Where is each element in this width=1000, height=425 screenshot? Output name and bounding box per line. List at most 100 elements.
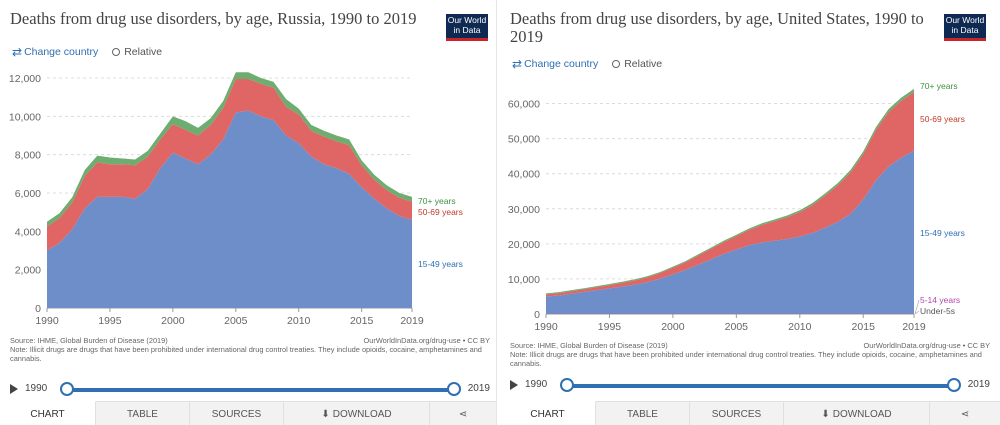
x-tick-label: 1995: [98, 315, 122, 327]
chart-panel-united-states: Deaths from drug use disorders, by age, …: [500, 0, 1000, 425]
area-50-69-years[interactable]: [47, 78, 412, 251]
area-chart-united-states: 0 10,000 20,000 30,000 40,000 50,000 60,000 199…: [508, 81, 965, 333]
series-label: 5-14 years: [920, 295, 960, 305]
download-label: DOWNLOAD: [332, 408, 392, 420]
source-link[interactable]: OurWorldInData.org/drug-use • CC BY: [863, 341, 991, 350]
y-tick-label: 60,000: [508, 99, 540, 111]
y-tick-label: 8,000: [15, 150, 41, 162]
series-label: 15-49 years: [920, 228, 965, 238]
tab-download[interactable]: ⬇ DOWNLOAD: [284, 402, 430, 425]
share-button[interactable]: ⋖: [930, 402, 1000, 425]
label-leader-line: [914, 310, 920, 315]
chart-controls: ⇄ Change country Relative: [512, 57, 662, 71]
radio-circle-icon[interactable]: [112, 48, 121, 56]
share-button[interactable]: ⋖: [430, 402, 496, 425]
tab-sources[interactable]: SOURCES: [690, 402, 784, 425]
label-leader-line: [914, 299, 920, 314]
x-tick-label: 2005: [725, 321, 749, 333]
change-country-button[interactable]: ⇄ Change country: [512, 57, 598, 71]
swap-arrows-icon: ⇄: [512, 57, 523, 71]
chart-title: Deaths from drug use disorders, by age, …: [510, 9, 924, 47]
relative-label: Relative: [624, 58, 663, 70]
tab-chart[interactable]: CHART: [500, 401, 596, 425]
source-text: Source: IHME, Global Burden of Disease (…: [510, 341, 668, 350]
timeline: 1990 2019: [510, 378, 992, 394]
relative-label: Relative: [124, 46, 163, 58]
share-icon: ⋖: [960, 408, 970, 420]
download-icon: ⬇: [321, 408, 330, 420]
x-tick-label: 1995: [598, 321, 622, 333]
tab-table[interactable]: TABLE: [596, 402, 690, 425]
x-tick-label: 2015: [852, 321, 876, 333]
y-tick-label: 6,000: [15, 188, 41, 200]
x-tick-label: 2019: [902, 321, 926, 333]
timeline-track[interactable]: [68, 388, 460, 392]
y-tick-label: 40,000: [508, 169, 540, 181]
area-chart-russia: 0 2,000 4,000 6,000 8,000 10,000 12,000 1990 199…: [9, 72, 463, 327]
series-label: 70+ years: [920, 81, 958, 91]
y-tick-label: 0: [534, 309, 540, 321]
play-icon[interactable]: [510, 380, 518, 390]
owid-logo[interactable]: Our World in Data: [944, 14, 986, 41]
note-text: Note: Illicit drugs are drugs that have …: [510, 350, 982, 369]
logo-line-1: Our World: [945, 15, 985, 25]
logo-line-2: in Data: [453, 24, 481, 35]
source-note: Source: IHME, Global Burden of Disease (…: [510, 341, 990, 368]
y-tick-label: 10,000: [508, 274, 540, 286]
download-icon: ⬇: [821, 408, 830, 420]
timeline-start-handle[interactable]: [60, 382, 74, 396]
y-tick-label: 20,000: [508, 239, 540, 251]
x-tick-label: 2005: [224, 315, 248, 327]
y-tick-label: 12,000: [9, 73, 41, 85]
y-tick-label: 10,000: [9, 111, 41, 123]
tab-sources[interactable]: SOURCES: [190, 402, 284, 425]
chart-controls: ⇄ Change country Relative: [12, 45, 162, 59]
change-country-label: Change country: [24, 46, 99, 58]
timeline-end-label: 2019: [467, 383, 490, 394]
y-tick-label: 0: [35, 303, 41, 315]
x-tick-label: 2010: [287, 315, 311, 327]
tab-download[interactable]: ⬇ DOWNLOAD: [784, 402, 930, 425]
timeline-start-label: 1990: [525, 379, 548, 390]
series-label: 15-49 years: [418, 259, 463, 269]
series-label: 70+ years: [418, 196, 456, 206]
timeline-end-handle[interactable]: [947, 378, 961, 392]
x-tick-label: 2015: [350, 315, 374, 327]
tab-bar: CHART TABLE SOURCES ⬇ DOWNLOAD ⋖: [500, 401, 1000, 425]
area-15-49-years[interactable]: [546, 150, 914, 314]
tab-bar: CHART TABLE SOURCES ⬇ DOWNLOAD ⋖: [0, 401, 496, 425]
relative-toggle[interactable]: Relative: [612, 58, 662, 70]
swap-arrows-icon: ⇄: [12, 45, 23, 59]
y-tick-label: 30,000: [508, 204, 540, 216]
area-15-49-years[interactable]: [47, 110, 412, 308]
logo-line-2: in Data: [951, 24, 979, 35]
share-icon: ⋖: [458, 408, 468, 420]
x-tick-label: 2010: [788, 321, 812, 333]
y-tick-label: 2,000: [15, 265, 41, 277]
timeline-track[interactable]: [568, 384, 960, 388]
timeline-end-handle[interactable]: [447, 382, 461, 396]
relative-toggle[interactable]: Relative: [112, 46, 162, 58]
logo-line-1: Our World: [447, 15, 487, 25]
source-link[interactable]: OurWorldInData.org/drug-use • CC BY: [363, 336, 491, 345]
series-label: 50-69 years: [418, 207, 463, 217]
tab-table[interactable]: TABLE: [96, 402, 190, 425]
play-icon[interactable]: [10, 384, 18, 394]
chart-title: Deaths from drug use disorders, by age, …: [10, 9, 417, 28]
series-label: Under-5s: [920, 306, 955, 316]
x-tick-label: 2000: [161, 315, 185, 327]
chart-panel-russia: Deaths from drug use disorders, by age, …: [0, 0, 497, 425]
radio-circle-icon[interactable]: [612, 60, 621, 68]
y-tick-label: 50,000: [508, 134, 540, 146]
x-tick-label: 1990: [534, 321, 558, 333]
change-country-button[interactable]: ⇄ Change country: [12, 45, 98, 59]
source-note: Source: IHME, Global Burden of Disease (…: [10, 336, 490, 363]
area-50-69-years[interactable]: [546, 91, 914, 297]
timeline-end-label: 2019: [967, 379, 990, 390]
x-tick-label: 2019: [400, 315, 424, 327]
timeline-start-handle[interactable]: [560, 378, 574, 392]
owid-logo[interactable]: Our World in Data: [446, 14, 488, 41]
change-country-label: Change country: [524, 58, 599, 70]
x-tick-label: 2000: [661, 321, 685, 333]
tab-chart[interactable]: CHART: [0, 401, 96, 425]
